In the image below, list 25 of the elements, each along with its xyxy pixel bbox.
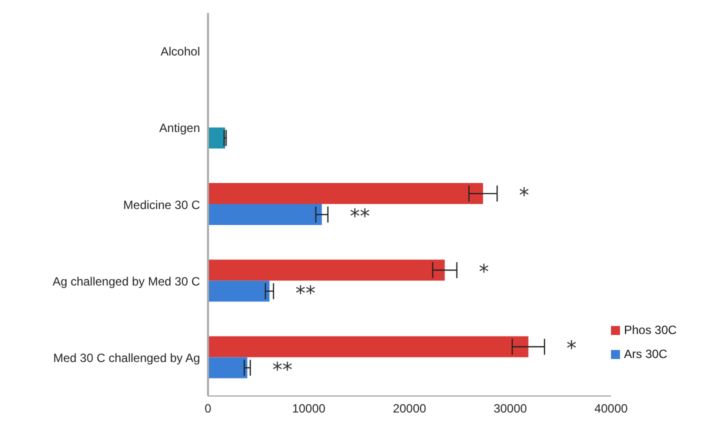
bar [208, 204, 322, 226]
annotation: ** [295, 280, 316, 305]
annotation: ** [350, 204, 370, 228]
bar [208, 183, 484, 204]
x-tick-label: 40000 [594, 402, 628, 416]
y-tick-label: Med 30 C challenged by Ag [53, 350, 200, 365]
bar [208, 357, 248, 378]
x-tick-label: 20000 [392, 402, 427, 416]
y-tick-label: Ag challenged by Med 30 C [52, 274, 200, 288]
annotation: ** [272, 357, 292, 382]
legend-label: Phos 30C [624, 323, 677, 337]
bar [208, 260, 445, 281]
annotation: * [478, 259, 489, 284]
annotation: * [566, 336, 577, 360]
x-tick-label: 30000 [494, 402, 528, 416]
bar [208, 127, 226, 148]
annotation: * [519, 182, 530, 207]
bar [208, 336, 528, 358]
x-tick-label: 10000 [292, 402, 326, 416]
y-tick-label: Antigen [159, 121, 200, 136]
legend-label: Ars 30C [624, 347, 668, 361]
y-tick-label: Alcohol [160, 44, 200, 59]
bar [208, 280, 270, 302]
x-tick-label: 0 [204, 402, 212, 416]
y-tick-label: Medicine 30 C [123, 198, 200, 212]
